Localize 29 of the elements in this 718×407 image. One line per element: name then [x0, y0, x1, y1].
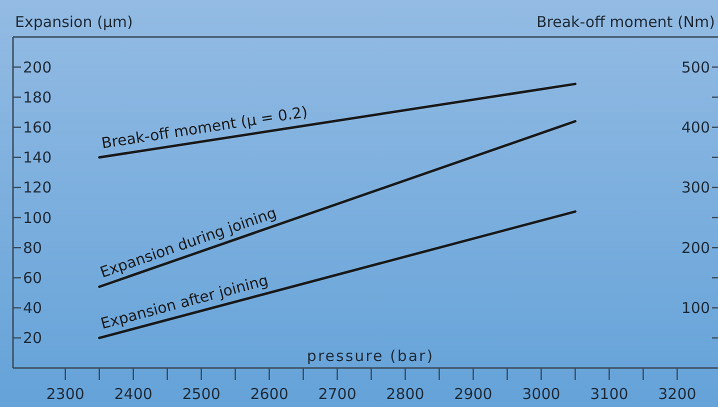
y-tick-label: 200 [23, 58, 52, 76]
x-tick-label: 2500 [182, 385, 220, 403]
x-tick-label: 2600 [250, 385, 288, 403]
y-tick-label: 80 [23, 238, 42, 257]
y-tick-label: 100 [23, 208, 52, 227]
y-axis-title: Expansion (µm) [15, 13, 133, 31]
x-tick-label: 2800 [386, 385, 424, 403]
x-tick-label: 2300 [46, 385, 84, 403]
y2-tick-label: 300 [681, 178, 710, 197]
text: Break-off moment (μ = 0.2) [100, 102, 309, 152]
y-tick-label: 60 [23, 268, 42, 287]
y-tick-label: 160 [23, 118, 52, 137]
x-tick-label: 2400 [114, 385, 152, 403]
y2-tick-label: 200 [681, 238, 710, 257]
y2-axis-title: Break-off moment (Nm) [536, 13, 715, 31]
x-tick-label: 3000 [522, 385, 560, 403]
y-tick-label: 140 [23, 148, 52, 167]
y2-tick-label: 500 [681, 58, 710, 76]
x-tick-label: 3100 [590, 385, 628, 403]
x-tick-label: 3200 [658, 385, 696, 403]
y-tick-label: 20 [23, 329, 42, 348]
y-tick-label: 40 [23, 299, 42, 318]
x-axis-title: pressure (bar) [306, 347, 434, 365]
x-tick-label: 2900 [454, 385, 492, 403]
y-tick-label: 180 [23, 88, 52, 106]
y-tick-label: 120 [23, 178, 52, 197]
x-tick-label: 2700 [318, 385, 356, 403]
y2-tick-label: 400 [681, 118, 710, 137]
y2-tick-label: 100 [681, 299, 710, 318]
